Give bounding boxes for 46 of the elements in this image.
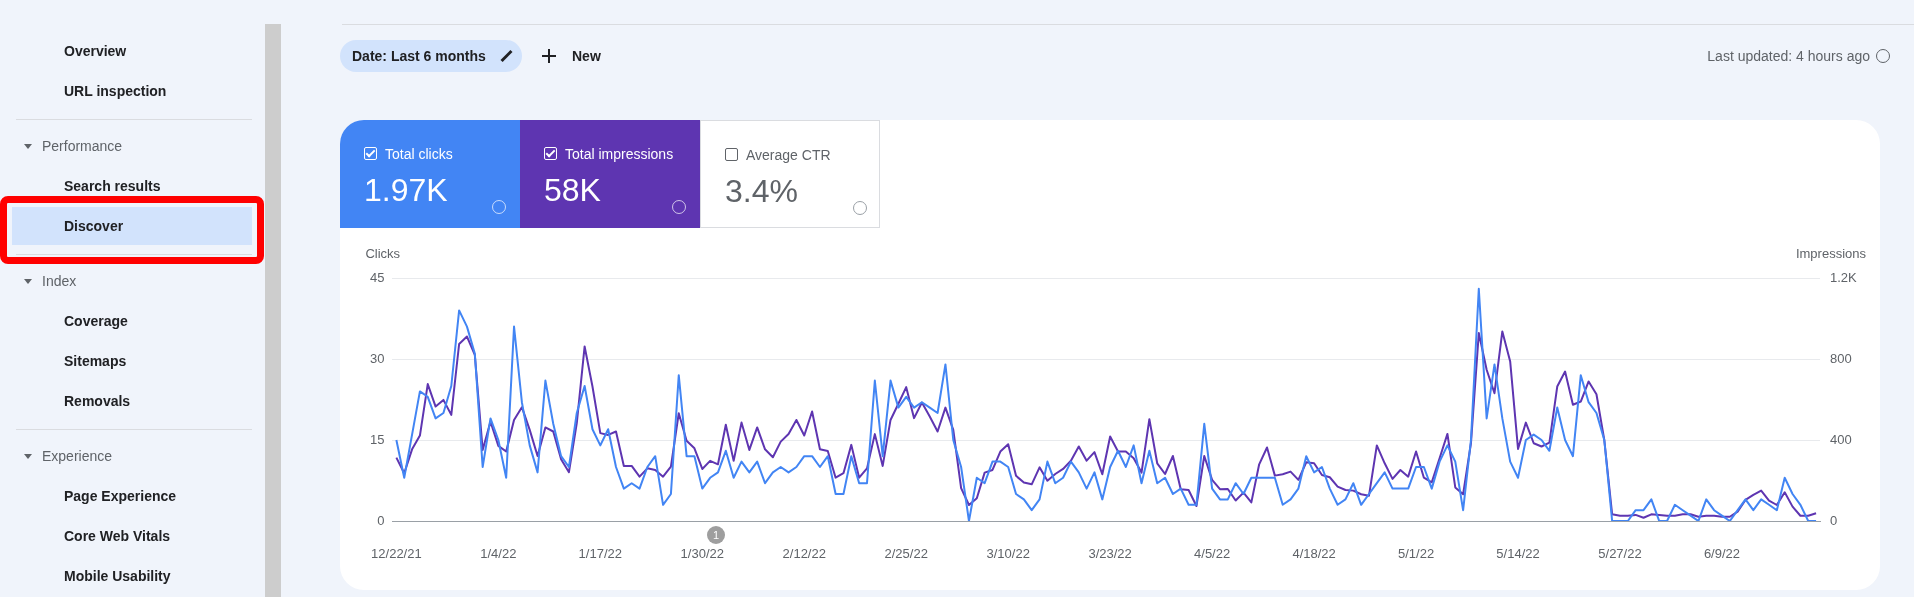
x-tick-label: 5/14/22 — [1496, 546, 1540, 562]
x-tick-label: 1/30/22 — [680, 546, 724, 562]
text: URL inspection — [64, 82, 167, 101]
text: New — [571, 47, 601, 66]
y-tick-label: 15 — [369, 431, 385, 447]
text: Search results — [64, 177, 161, 196]
x-tick-label: 3/23/22 — [1088, 546, 1132, 562]
y-tick-label: 30 — [369, 350, 385, 366]
text: Average CTR — [745, 147, 831, 163]
x-tick-label: 1/17/22 — [578, 546, 622, 562]
text: Removals — [64, 392, 131, 411]
text: 1.97K — [364, 172, 448, 209]
x-tick-label: 5/1/22 — [1397, 546, 1435, 562]
text: Index — [41, 272, 77, 291]
x-tick-label: 12/22/21 — [371, 546, 422, 562]
y2-tick-label: 800 — [1830, 350, 1852, 366]
text: Core Web Vitals — [64, 527, 171, 546]
text: Experience — [41, 447, 113, 466]
x-tick-label: 2/25/22 — [884, 546, 928, 562]
x-tick-label: 2/12/22 — [782, 546, 826, 562]
x-tick-label: 4/5/22 — [1194, 546, 1231, 562]
legend-label: Total clicks — [384, 146, 453, 162]
x-tick-label: 6/9/22 — [1703, 546, 1741, 562]
text: Discover — [64, 217, 124, 236]
y-axis-title: Clicks — [365, 246, 401, 261]
text: Date: Last 6 months — [340, 40, 522, 72]
x-tick-label: 4/18/22 — [1292, 546, 1336, 562]
text: Page Experience — [64, 487, 177, 506]
text: Sitemaps — [64, 352, 127, 371]
text: Performance — [41, 137, 123, 156]
x-tick-label: 3/10/22 — [986, 546, 1030, 562]
y2-tick-label: 0 — [1830, 512, 1838, 528]
y-tick-label: 45 — [369, 269, 385, 285]
text: Mobile Usability — [64, 567, 171, 586]
text: 3.4% — [725, 173, 798, 210]
y2-tick-label: 400 — [1830, 431, 1852, 447]
text: Overview — [64, 42, 127, 61]
y2-axis-title: Impressions — [1795, 246, 1867, 261]
x-tick-label: 5/27/22 — [1598, 546, 1642, 562]
x-tick-label: 1/4/22 — [480, 546, 517, 562]
y-tick-label: 0 — [377, 512, 385, 528]
text: Last updated: 4 hours ago — [1707, 47, 1870, 66]
text: 58K — [544, 172, 601, 209]
y2-tick-label: 1.2K — [1830, 269, 1858, 285]
text: Coverage — [64, 312, 128, 331]
legend-label: Total impressions — [564, 146, 674, 162]
